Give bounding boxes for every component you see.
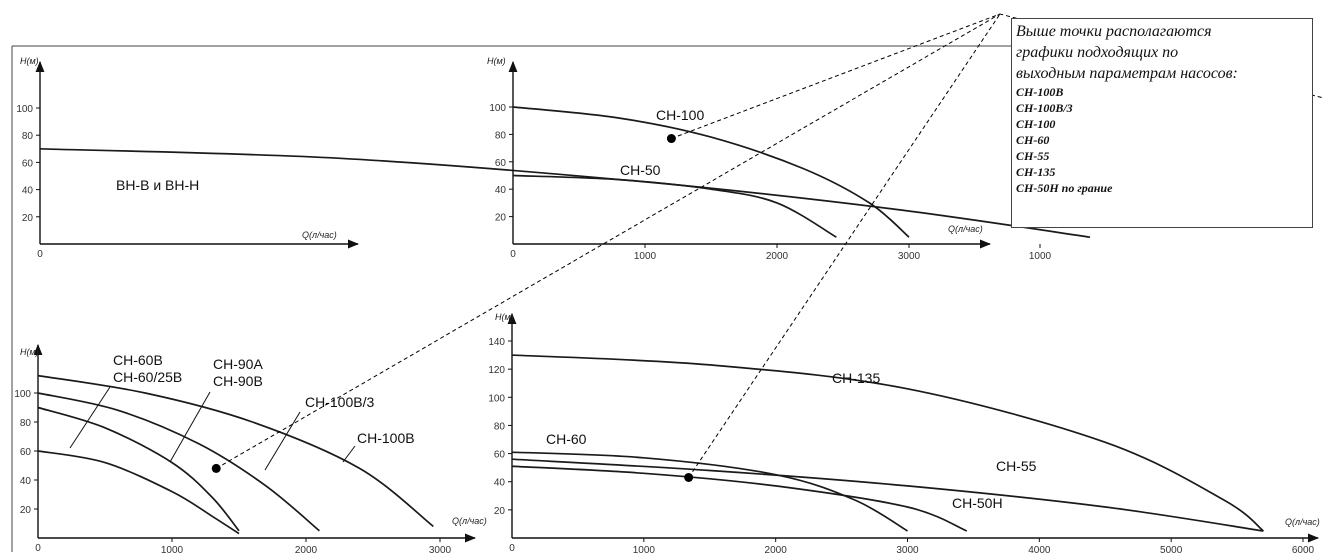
series-label: СН-90В (213, 373, 263, 389)
x-axis-label: Q(л/час) (302, 230, 337, 240)
x-tick-label: 2000 (295, 545, 318, 556)
y-axis-label: H(м) (20, 347, 39, 357)
x-tick-label: 0 (510, 249, 516, 260)
y-tick-label: 60 (22, 158, 34, 169)
series-line (37, 450, 240, 535)
note-line-1: Выше точки располагаются (1016, 23, 1212, 40)
x-axis-label: Q(л/час) (948, 224, 983, 234)
series-label: СН-100В (357, 430, 415, 446)
y-tick-label: 40 (494, 478, 506, 489)
operating-point (666, 134, 676, 144)
y-tick-label: 40 (22, 186, 34, 197)
y-tick-label: 60 (495, 158, 507, 169)
series-label: СН-100В/3 (305, 394, 374, 410)
leader-line (342, 445, 356, 463)
x-tick-label: 0 (509, 543, 515, 554)
y-axis-label: H(м) (495, 312, 514, 322)
leader-line (69, 386, 111, 449)
series-label: СН-60 (546, 431, 587, 447)
series-label: СН-50Н (952, 495, 1003, 511)
x-tick-label: 2000 (765, 545, 788, 556)
note-box: Выше точки располагаются графики подходя… (1011, 18, 1313, 228)
y-tick-label: 80 (495, 130, 507, 141)
y-tick-label: 120 (488, 365, 505, 376)
y-tick-label: 100 (16, 104, 33, 115)
pointer-line (688, 13, 1001, 478)
chart-panel-2: H(м) Q(л/час) 0 1000 2000 3000 20 40 60 80 100 СН-1… (487, 56, 992, 262)
pointer-line (671, 13, 1001, 139)
series-label: СН-135 (832, 370, 880, 386)
series-line (511, 458, 1264, 532)
note-pump-5: СН-55 (1016, 149, 1050, 163)
pointer-line (215, 13, 1001, 469)
series-line (37, 406, 240, 532)
series-line (511, 354, 1264, 532)
x-tick-label: 0 (37, 249, 43, 260)
y-tick-label: 40 (20, 476, 32, 487)
x-tick-label: 0 (35, 543, 41, 554)
series-line (39, 147, 1091, 239)
note-pump-1: СН-100В (1016, 85, 1064, 99)
y-tick-label: 100 (489, 103, 506, 114)
y-tick-label: 20 (494, 506, 506, 517)
y-tick-label: 80 (20, 418, 32, 429)
x-axis-label: Q(л/час) (1285, 517, 1320, 527)
x-tick-label: 3000 (429, 545, 452, 556)
note-pump-4: СН-60 (1016, 133, 1050, 147)
operating-point (211, 463, 221, 473)
selection-points (211, 134, 694, 482)
y-tick-label: 60 (20, 447, 32, 458)
operating-point (684, 472, 694, 482)
note-pump-6: СН-135 (1016, 165, 1056, 179)
series-label: СН-100 (656, 107, 704, 123)
x-axis-label: Q(л/час) (452, 516, 487, 526)
pointer-lines (215, 13, 1323, 478)
y-axis-label: H(м) (487, 56, 506, 66)
series-line (511, 451, 908, 532)
series-line (37, 374, 434, 528)
note-pump-2: СН-100В/3 (1016, 101, 1073, 115)
series-label: СН-55 (996, 458, 1037, 474)
chart-panel-3: H(м) Q(л/час) 0 1000 2000 3000 20 40 60 80 100 СН-6… (14, 343, 487, 556)
note-pump-3: СН-100 (1016, 117, 1056, 131)
y-tick-label: 40 (495, 185, 507, 196)
note-line-3: выходным параметрам насосов: (1016, 65, 1238, 82)
x-tick-label: 1000 (1029, 251, 1052, 262)
x-tick-label: 3000 (898, 251, 921, 262)
series-label: СН-90А (213, 356, 263, 372)
leader-line (169, 391, 211, 463)
y-axis-label: H(м) (20, 56, 39, 66)
leader-line (264, 411, 301, 471)
x-tick-label: 1000 (161, 545, 184, 556)
x-tick-label: 6000 (1292, 545, 1315, 556)
y-tick-label: 20 (495, 213, 507, 224)
note-pump-7: СН-50Н по грание (1016, 181, 1113, 195)
y-tick-label: 140 (488, 337, 505, 348)
series-label: СН-60/25В (113, 369, 182, 385)
x-tick-label: 2000 (766, 251, 789, 262)
series-line (512, 174, 837, 238)
x-tick-label: 1000 (633, 545, 656, 556)
y-tick-label: 60 (494, 450, 506, 461)
y-tick-label: 100 (14, 389, 31, 400)
series-line (512, 106, 910, 238)
x-tick-label: 4000 (1028, 545, 1051, 556)
series-label: ВН-В и ВН-Н (116, 177, 199, 193)
chart-panel-4: H(м) Q(л/час) 0 1000 2000 3000 4000 5000 6000 20 4… (488, 312, 1319, 556)
note-line-2: графики подходящих по (1016, 44, 1179, 61)
series-label: СН-60В (113, 352, 163, 368)
series-label: СН-50 (620, 162, 661, 178)
x-tick-label: 3000 (896, 545, 919, 556)
x-tick-label: 5000 (1160, 545, 1183, 556)
y-tick-label: 20 (22, 213, 34, 224)
y-tick-label: 80 (22, 131, 34, 142)
y-tick-label: 80 (494, 421, 506, 432)
series-line (511, 465, 968, 532)
y-tick-label: 100 (488, 393, 505, 404)
series-line (37, 392, 320, 532)
y-tick-label: 20 (20, 505, 32, 516)
x-tick-label: 1000 (634, 251, 657, 262)
